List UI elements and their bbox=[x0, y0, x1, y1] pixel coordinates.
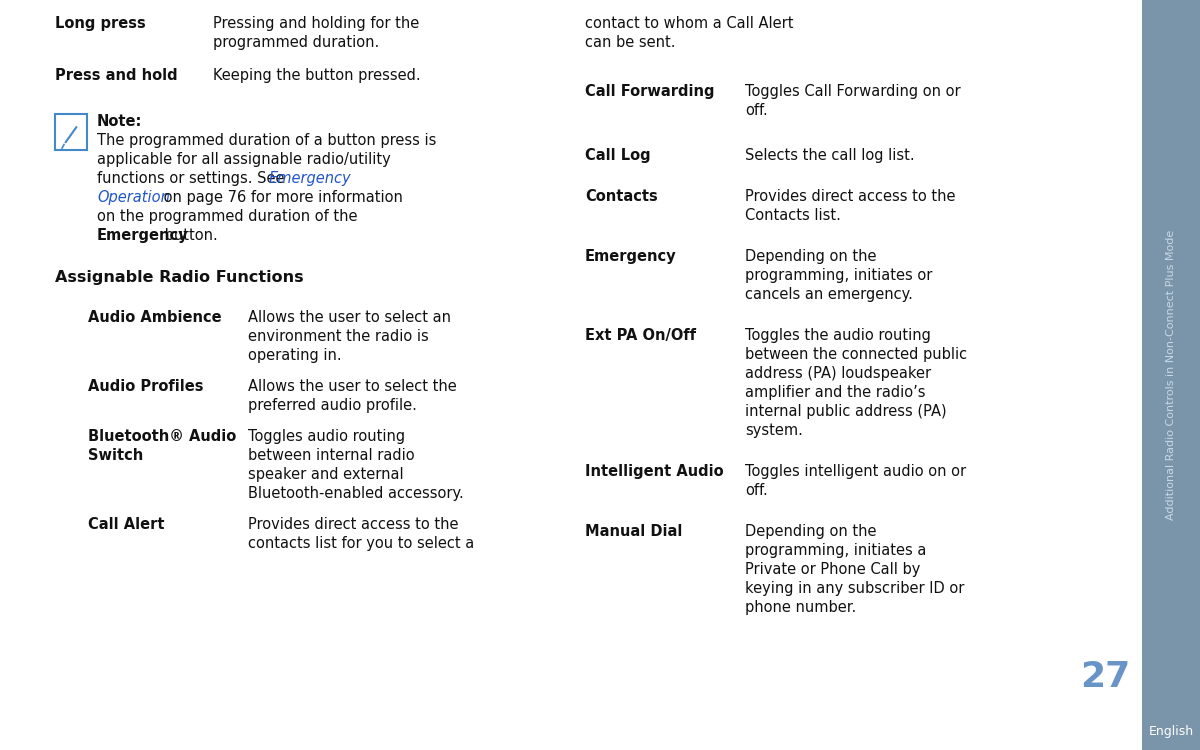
Text: phone number.: phone number. bbox=[745, 600, 857, 615]
Text: Manual Dial: Manual Dial bbox=[586, 524, 683, 539]
Bar bbox=[1142, 0, 1200, 750]
Text: Call Forwarding: Call Forwarding bbox=[586, 84, 714, 99]
Text: off.: off. bbox=[745, 103, 768, 118]
Text: Depending on the: Depending on the bbox=[745, 524, 876, 539]
Text: off.: off. bbox=[745, 483, 768, 498]
Text: preferred audio profile.: preferred audio profile. bbox=[248, 398, 416, 413]
Text: Note:: Note: bbox=[97, 114, 143, 129]
Text: contact to whom a Call Alert: contact to whom a Call Alert bbox=[586, 16, 793, 31]
Text: Emergency: Emergency bbox=[97, 228, 188, 243]
Text: Toggles Call Forwarding on or: Toggles Call Forwarding on or bbox=[745, 84, 961, 99]
Text: internal public address (PA): internal public address (PA) bbox=[745, 404, 947, 419]
Text: on page 76 for more information: on page 76 for more information bbox=[158, 190, 403, 205]
Bar bbox=[1142, 712, 1200, 750]
Text: Press and hold: Press and hold bbox=[55, 68, 178, 83]
Text: Depending on the: Depending on the bbox=[745, 249, 876, 264]
Text: Toggles audio routing: Toggles audio routing bbox=[248, 429, 406, 444]
Text: on the programmed duration of the: on the programmed duration of the bbox=[97, 209, 358, 224]
Text: cancels an emergency.: cancels an emergency. bbox=[745, 287, 913, 302]
Text: programming, initiates or: programming, initiates or bbox=[745, 268, 932, 283]
Text: Keeping the button pressed.: Keeping the button pressed. bbox=[214, 68, 421, 83]
Text: Contacts: Contacts bbox=[586, 189, 658, 204]
Text: amplifier and the radio’s: amplifier and the radio’s bbox=[745, 385, 925, 400]
Text: Toggles the audio routing: Toggles the audio routing bbox=[745, 328, 931, 343]
Text: Switch: Switch bbox=[88, 448, 143, 463]
Text: system.: system. bbox=[745, 423, 803, 438]
Text: Long press: Long press bbox=[55, 16, 145, 31]
Text: environment the radio is: environment the radio is bbox=[248, 329, 428, 344]
Text: speaker and external: speaker and external bbox=[248, 467, 403, 482]
Text: Intelligent Audio: Intelligent Audio bbox=[586, 464, 724, 479]
Text: Provides direct access to the: Provides direct access to the bbox=[248, 517, 458, 532]
Text: Contacts list.: Contacts list. bbox=[745, 208, 841, 223]
Text: between internal radio: between internal radio bbox=[248, 448, 415, 463]
Text: Audio Ambience: Audio Ambience bbox=[88, 310, 222, 325]
FancyBboxPatch shape bbox=[55, 114, 88, 150]
Text: programming, initiates a: programming, initiates a bbox=[745, 543, 926, 558]
Text: Call Log: Call Log bbox=[586, 148, 650, 163]
Text: Private or Phone Call by: Private or Phone Call by bbox=[745, 562, 920, 577]
Text: Emergency: Emergency bbox=[586, 249, 677, 264]
Text: Allows the user to select the: Allows the user to select the bbox=[248, 379, 457, 394]
Text: Provides direct access to the: Provides direct access to the bbox=[745, 189, 955, 204]
Text: between the connected public: between the connected public bbox=[745, 347, 967, 362]
Text: Call Alert: Call Alert bbox=[88, 517, 164, 532]
Text: contacts list for you to select a: contacts list for you to select a bbox=[248, 536, 474, 551]
Text: Selects the call log list.: Selects the call log list. bbox=[745, 148, 914, 163]
Text: Bluetooth-enabled accessory.: Bluetooth-enabled accessory. bbox=[248, 486, 463, 501]
Text: operating in.: operating in. bbox=[248, 348, 342, 363]
Text: can be sent.: can be sent. bbox=[586, 35, 676, 50]
Text: Toggles intelligent audio on or: Toggles intelligent audio on or bbox=[745, 464, 966, 479]
Text: programmed duration.: programmed duration. bbox=[214, 35, 379, 50]
Text: address (PA) loudspeaker: address (PA) loudspeaker bbox=[745, 366, 931, 381]
Text: Audio Profiles: Audio Profiles bbox=[88, 379, 204, 394]
Text: 27: 27 bbox=[1080, 660, 1130, 694]
Text: Allows the user to select an: Allows the user to select an bbox=[248, 310, 451, 325]
Text: Assignable Radio Functions: Assignable Radio Functions bbox=[55, 270, 304, 285]
Text: keying in any subscriber ID or: keying in any subscriber ID or bbox=[745, 581, 965, 596]
Text: Ext PA On/Off: Ext PA On/Off bbox=[586, 328, 696, 343]
Text: button.: button. bbox=[160, 228, 217, 243]
Text: The programmed duration of a button press is: The programmed duration of a button pres… bbox=[97, 133, 437, 148]
Text: Emergency: Emergency bbox=[269, 171, 352, 186]
Text: Pressing and holding for the: Pressing and holding for the bbox=[214, 16, 419, 31]
Text: Bluetooth® Audio: Bluetooth® Audio bbox=[88, 429, 236, 444]
Text: functions or settings. See: functions or settings. See bbox=[97, 171, 289, 186]
Text: English: English bbox=[1148, 724, 1194, 737]
Text: applicable for all assignable radio/utility: applicable for all assignable radio/util… bbox=[97, 152, 391, 167]
Text: Operation: Operation bbox=[97, 190, 170, 205]
Text: Additional Radio Controls in Non-Connect Plus Mode: Additional Radio Controls in Non-Connect… bbox=[1166, 230, 1176, 520]
